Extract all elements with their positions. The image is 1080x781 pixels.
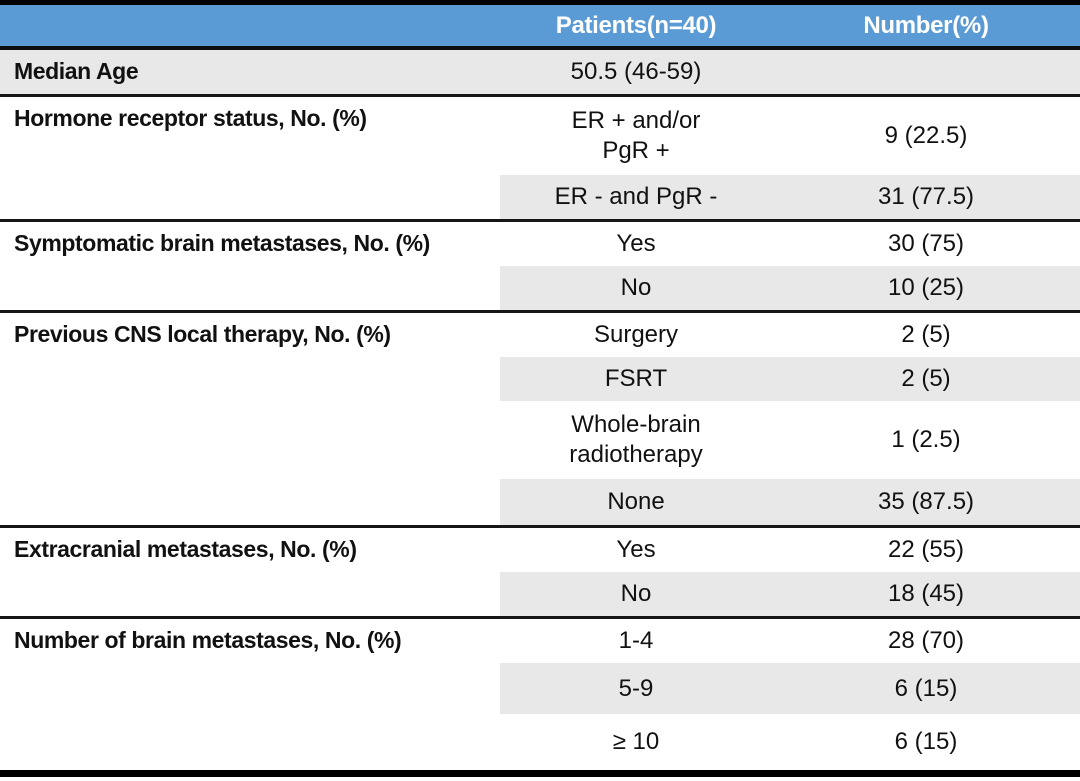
section-label: Hormone receptor status, No. (%) xyxy=(14,105,367,131)
section-label: Extracranial metastases, No. (%) xyxy=(14,536,357,562)
value-cell: 18 (45) xyxy=(887,580,965,607)
value-cell: 31 (77.5) xyxy=(877,183,975,210)
category-cell: ≥ 10 xyxy=(612,728,660,755)
header-patients-cell: Patients(n=40) xyxy=(555,11,717,39)
value-cell: 6 (15) xyxy=(894,674,958,702)
category-cell: No xyxy=(620,580,652,607)
category-cell: ER - and PgR - xyxy=(554,183,718,210)
value-cell: 2 (5) xyxy=(901,321,951,348)
section-label: Number of brain metastases, No. (%) xyxy=(14,627,402,653)
table-row: 5-9 6 (15) xyxy=(500,663,1080,714)
table-row: No 10 (25) xyxy=(500,266,1080,310)
section-label: Symptomatic brain metastases, No. (%) xyxy=(14,230,430,256)
value-cell: 35 (87.5) xyxy=(877,488,975,515)
value-cell: 30 (75) xyxy=(887,230,965,257)
table-row: Surgery 2 (5) xyxy=(500,313,1080,357)
section-hormone-receptor-status: Hormone receptor status, No. (%) ER + an… xyxy=(0,94,1080,219)
table-row: 1-4 28 (70) xyxy=(500,619,1080,663)
category-cell: Yes xyxy=(616,230,656,257)
section-label: Median Age xyxy=(14,58,139,85)
table-row: None 35 (87.5) xyxy=(500,479,1080,525)
section-number-of-brain-metastases: Number of brain metastases, No. (%) 1-4 … xyxy=(0,616,1080,770)
value-cell: 1 (2.5) xyxy=(891,426,961,453)
category-cell: 1-4 xyxy=(618,627,654,654)
value-cell: 6 (15) xyxy=(894,728,958,755)
category-cell: None xyxy=(607,488,665,515)
table-row: Whole-brain radiotherapy 1 (2.5) xyxy=(500,401,1080,479)
category-cell: 5-9 xyxy=(618,674,654,702)
table-row: Yes 30 (75) xyxy=(500,222,1080,266)
section-previous-cns-local-therapy: Previous CNS local therapy, No. (%) Surg… xyxy=(0,310,1080,525)
section-label: Previous CNS local therapy, No. (%) xyxy=(14,321,391,347)
table-row: ER + and/or PgR + 9 (22.5) xyxy=(500,97,1080,175)
value-cell: 10 (25) xyxy=(887,274,965,301)
header-number-cell: Number(%) xyxy=(863,11,989,39)
table-header-row: Patients(n=40) Number(%) xyxy=(0,5,1080,50)
category-cell: Yes xyxy=(616,536,656,563)
section-median-age: Median Age 50.5 (46-59) xyxy=(0,50,1080,94)
table-row: ER - and PgR - 31 (77.5) xyxy=(500,175,1080,219)
table-row: FSRT 2 (5) xyxy=(500,357,1080,401)
table-row: No 18 (45) xyxy=(500,572,1080,616)
value-cell: 2 (5) xyxy=(901,365,951,392)
category-cell: Surgery xyxy=(593,321,679,348)
category-cell: 50.5 (46-59) xyxy=(570,58,702,85)
category-cell: No xyxy=(620,274,652,301)
value-cell: 28 (70) xyxy=(887,627,965,654)
category-cell: ER + and/or PgR + xyxy=(571,107,701,164)
table-row: Yes 22 (55) xyxy=(500,528,1080,572)
value-cell: 22 (55) xyxy=(887,536,965,563)
category-cell: FSRT xyxy=(604,365,668,392)
table-row: ≥ 10 6 (15) xyxy=(500,714,1080,770)
category-cell: Whole-brain radiotherapy xyxy=(569,411,703,468)
value-cell: 9 (22.5) xyxy=(884,122,968,149)
section-extracranial-metastases: Extracranial metastases, No. (%) Yes 22 … xyxy=(0,525,1080,616)
section-symptomatic-brain-metastases: Symptomatic brain metastases, No. (%) Ye… xyxy=(0,219,1080,310)
